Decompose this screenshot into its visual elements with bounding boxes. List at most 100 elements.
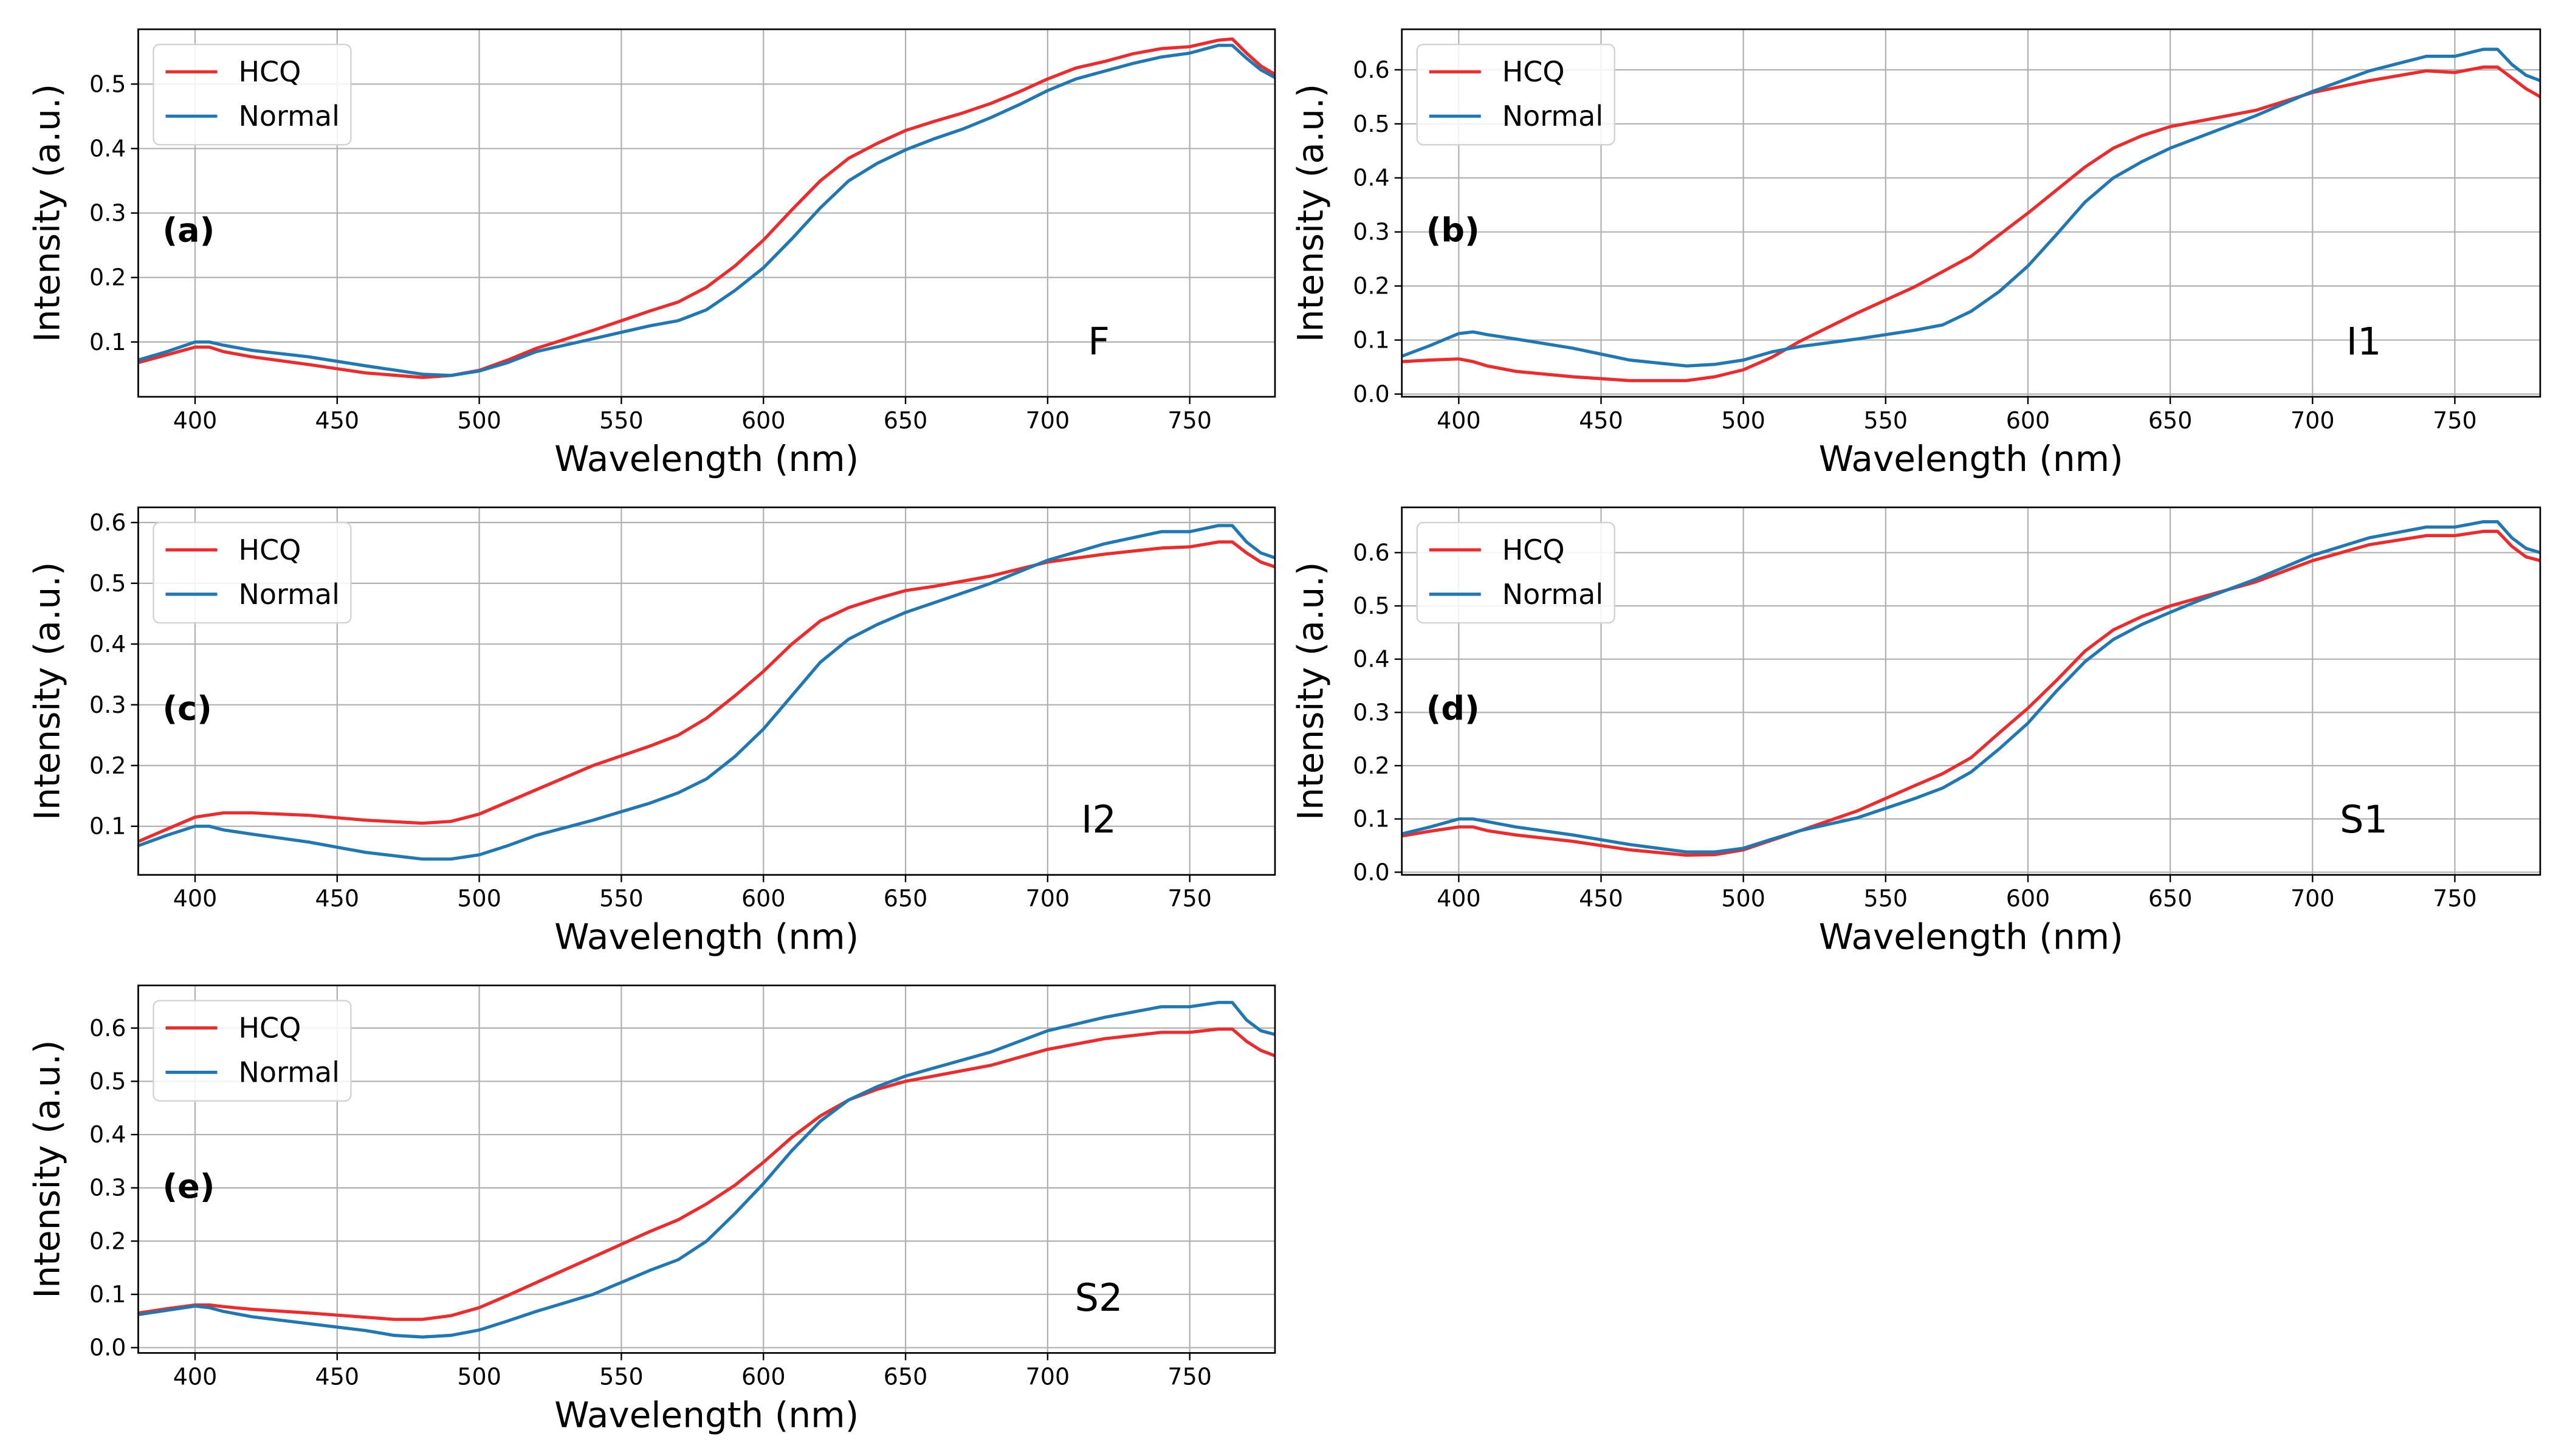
x-tick-label: 500 [1721,407,1765,434]
x-tick-label: 450 [315,407,360,434]
series-line-hcq [1401,65,2540,382]
series-line-normal [138,44,1275,377]
y-tick-label: 0.5 [89,70,126,97]
panel-label: (a) [162,211,215,250]
chart-panel-1: 400 450 500 550 600 650 700 750 0.1 0.2 0.3 0.4 0.5 W… [26,28,1276,479]
sample-annotation: I1 [2346,319,2382,363]
x-tick-label: 500 [457,407,501,434]
y-tick-label: 0.6 [89,509,126,536]
x-tick-label: 750 [2433,885,2477,912]
chart-panel-5: 400 450 500 550 600 650 700 750 0.0 0.1 0.2 0.3 0.4 0… [26,984,1276,1435]
x-tick-label: 700 [1026,885,1070,912]
y-tick-label: 0.3 [89,1175,126,1201]
x-tick-label: 650 [884,407,928,434]
y-tick-label: 0.2 [89,264,126,291]
y-tick-label: 0.1 [89,813,126,840]
y-tick-label: 0.0 [1353,380,1389,407]
sample-annotation: I2 [1081,797,1116,842]
y-axis-label: Intensity (a.u.) [1290,562,1332,820]
series-line-normal [1401,47,2540,368]
y-tick-label: 0.5 [89,1068,126,1094]
legend: HCQ Normal [153,521,352,624]
x-axis-label: Wavelength (nm) [554,916,859,958]
x-axis-label: Wavelength (nm) [1819,438,2123,479]
x-tick-label: 650 [2148,885,2193,912]
sample-annotation: F [1088,319,1110,363]
panel-label: (e) [162,1167,215,1206]
series-line-hcq [138,540,1275,843]
x-axis-label: Wavelength (nm) [554,1394,859,1435]
x-tick-label: 700 [1026,407,1070,434]
y-tick-label: 0.1 [89,329,126,355]
legend-box [1416,521,1615,624]
axes-frame [137,984,1276,1354]
x-tick-label: 750 [1167,1363,1212,1390]
axes-frame [1401,28,2541,398]
series-line-hcq [1401,529,2540,857]
x-tick-label: 600 [741,407,786,434]
x-tick-label: 450 [1579,407,1623,434]
series-line-normal [138,1001,1275,1339]
legend-label-normal: Normal [238,100,339,132]
x-tick-label: 550 [1864,407,1908,434]
legend: HCQ Normal [1416,43,1615,146]
series-line-hcq [138,37,1275,379]
panel-label: (b) [1426,211,1480,250]
x-tick-label: 600 [2006,407,2050,434]
x-axis-label: Wavelength (nm) [554,438,859,479]
legend-label-normal: Normal [238,1056,339,1089]
series-line-normal [1401,520,2540,854]
x-tick-label: 550 [599,1363,644,1390]
legend: HCQ Normal [153,43,352,146]
sample-annotation: S2 [1075,1276,1123,1320]
sample-annotation: S1 [2340,797,2388,842]
y-axis-label: Intensity (a.u.) [1290,84,1332,342]
x-tick-label: 650 [2148,407,2193,434]
y-axis-label: Intensity (a.u.) [26,562,67,820]
x-tick-label: 550 [599,407,644,434]
legend-box [153,1000,352,1102]
panel-label: (c) [162,689,211,727]
y-tick-label: 0.2 [89,1228,126,1254]
y-tick-label: 0.4 [89,135,126,162]
legend: HCQ Normal [1416,521,1615,624]
y-tick-label: 0.5 [1353,111,1389,137]
legend-label-normal: Normal [238,578,339,611]
y-axis-label: Intensity (a.u.) [26,84,67,342]
chart-panel-2: 400 450 500 550 600 650 700 750 0.0 0.1 0.2 0.3 0.4 0… [1290,28,2541,479]
x-tick-label: 650 [884,885,928,912]
series-line-hcq [138,1027,1275,1321]
x-tick-label: 700 [1026,1363,1070,1390]
legend-label-normal: Normal [1502,578,1603,611]
axes-frame [1401,506,2541,876]
y-tick-label: 0.2 [1353,752,1389,779]
y-axis-label: Intensity (a.u.) [26,1040,67,1298]
legend-label-hcq: HCQ [238,534,301,566]
y-tick-label: 0.4 [89,1121,126,1148]
axes-frame [137,506,1276,876]
x-tick-label: 500 [457,1363,501,1390]
y-tick-label: 0.6 [89,1015,126,1042]
legend: HCQ Normal [153,1000,352,1102]
x-tick-label: 650 [884,1363,928,1390]
x-tick-label: 400 [173,885,218,912]
y-tick-label: 0.3 [1353,219,1389,246]
y-tick-label: 0.2 [89,752,126,779]
y-tick-label: 0.3 [89,692,126,718]
x-tick-label: 450 [1579,885,1623,912]
x-tick-label: 750 [1167,407,1212,434]
legend-label-hcq: HCQ [1502,534,1565,566]
x-tick-label: 500 [1721,885,1765,912]
y-tick-label: 0.5 [1353,592,1389,619]
y-tick-label: 0.5 [89,570,126,597]
y-tick-label: 0.4 [1353,165,1389,191]
legend-label-hcq: HCQ [238,55,301,88]
x-tick-label: 400 [173,407,218,434]
legend-label-hcq: HCQ [1502,55,1565,88]
y-tick-label: 0.2 [1353,273,1389,300]
x-tick-label: 550 [1864,885,1908,912]
y-tick-label: 0.0 [89,1334,126,1361]
legend-label-normal: Normal [1502,100,1603,132]
x-tick-label: 750 [2433,407,2477,434]
